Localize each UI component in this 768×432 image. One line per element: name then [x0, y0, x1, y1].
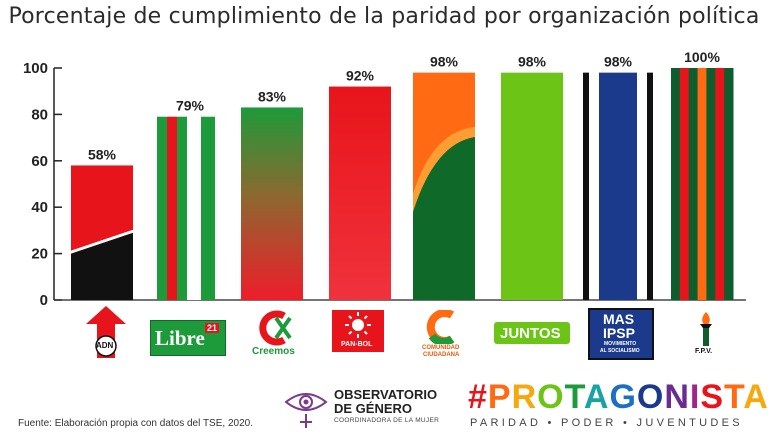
y-tick-label-0: 0 [40, 292, 48, 309]
adn-label: ADN [96, 341, 114, 350]
bar-6-right-border [647, 72, 653, 300]
observatorio-line2: DE GÉNERO [334, 401, 413, 416]
juntos-label: JUNTOS [500, 325, 561, 342]
bar-7-stripe-1 [679, 68, 690, 300]
observatorio-logo: OBSERVATORIO DE GÉNERO COORDINADORA DE L… [282, 386, 452, 430]
bar-5-fill [501, 72, 563, 300]
bar-0-white-stripe [71, 229, 133, 254]
panbol-label: PAN-BOL [341, 341, 373, 348]
adn-arrow-icon [86, 306, 126, 358]
value-label-4: 98% [430, 54, 459, 70]
bar-7-stripe-3 [697, 68, 707, 300]
y-tick-label-1: 20 [31, 246, 48, 263]
bar-4-green-curve [413, 136, 475, 300]
value-label-2: 83% [258, 88, 287, 104]
logo-creemos: Creemos [246, 310, 306, 360]
bar-7-stripe-6 [724, 68, 734, 300]
creemos-c-icon [259, 310, 292, 346]
bar-7-stripe-0 [671, 68, 681, 300]
logo-panbol: PAN-BOL [332, 310, 384, 352]
value-label-0: 58% [88, 146, 117, 162]
chart-title: Porcentaje de cumplimiento de la paridad… [8, 4, 760, 29]
cc-c-icon [426, 309, 455, 346]
mas-line4: AL SOCIALISMO [600, 348, 640, 354]
logo-adn: ADN [86, 306, 126, 358]
bar-7-stripe-5 [715, 68, 725, 300]
bar-7 [671, 68, 734, 300]
bar-chart: 0 20 40 60 80 100 58% 79% 83% 92% 98% 98% 98% 100% [23, 49, 746, 309]
bar-0 [71, 165, 133, 300]
bar-1-stripe-3 [187, 116, 201, 300]
value-label-3: 92% [346, 68, 375, 84]
mas-line3: MOVIMIENTO [604, 341, 637, 347]
y-tick-label-3: 60 [31, 153, 48, 170]
bar-2-fill [241, 107, 303, 300]
y-tick-label-5: 100 [23, 60, 48, 77]
bar-1-stripe-1 [167, 116, 177, 300]
value-label-6: 98% [604, 54, 633, 70]
logo-fpv: F.P.V. [690, 310, 722, 358]
logo-comunidad-ciudadana: COMUNIDAD CIUDADANA [414, 309, 470, 364]
mas-line2: IPSP [603, 325, 635, 341]
bar-6-left-border [583, 72, 589, 300]
bar-0-black-band [71, 232, 133, 300]
logo-libre: Libre 21 [150, 320, 226, 356]
creemos-label: Creemos [252, 346, 295, 357]
observatorio-tagline: COORDINADORA DE LA MUJER [334, 417, 440, 424]
cc-label-line2: CIUDADANA [423, 352, 460, 358]
y-tick-label-4: 80 [31, 106, 48, 123]
bar-3-fill [329, 86, 391, 300]
protagonistas-tagline: PARIDAD • PODER • JUVENTUDES [470, 417, 743, 429]
bar-6-fill [599, 72, 637, 300]
value-label-5: 98% [518, 54, 547, 70]
logo-mas-ipsp: MAS IPSP MOVIMIENTO AL SOCIALISMO [588, 308, 654, 360]
bar-3 [329, 86, 391, 300]
observatorio-line1: OBSERVATORIO [334, 387, 438, 402]
eye-venus-icon [284, 393, 328, 428]
bar-1 [157, 116, 215, 300]
bar-6 [583, 72, 653, 300]
libre-number: 21 [205, 323, 220, 333]
mas-line1: MAS [603, 311, 635, 327]
bar-7-stripe-4 [706, 68, 716, 300]
value-label-7: 100% [684, 49, 720, 65]
fpv-torch-icon [700, 312, 712, 346]
fpv-label: F.P.V. [695, 348, 713, 355]
cc-label-line1: COMUNIDAD [422, 345, 460, 351]
source-note: Fuente: Elaboración propia con datos del… [18, 418, 253, 429]
bar-4 [413, 72, 475, 301]
bar-1-stripe-2 [177, 116, 187, 300]
logo-juntos: JUNTOS [494, 322, 570, 344]
libre-word: Libre [155, 326, 205, 350]
bar-5 [501, 72, 563, 300]
y-tick-label-2: 40 [31, 199, 48, 216]
bar-2 [241, 107, 303, 300]
bar-7-stripe-2 [688, 68, 699, 300]
bar-1-stripe-4 [201, 116, 215, 300]
panbol-sun-icon [345, 312, 371, 338]
protagonistas-logo: #PROTAGONISTAS [468, 378, 768, 416]
value-label-1: 79% [176, 98, 205, 114]
bar-1-stripe-0 [157, 116, 167, 300]
